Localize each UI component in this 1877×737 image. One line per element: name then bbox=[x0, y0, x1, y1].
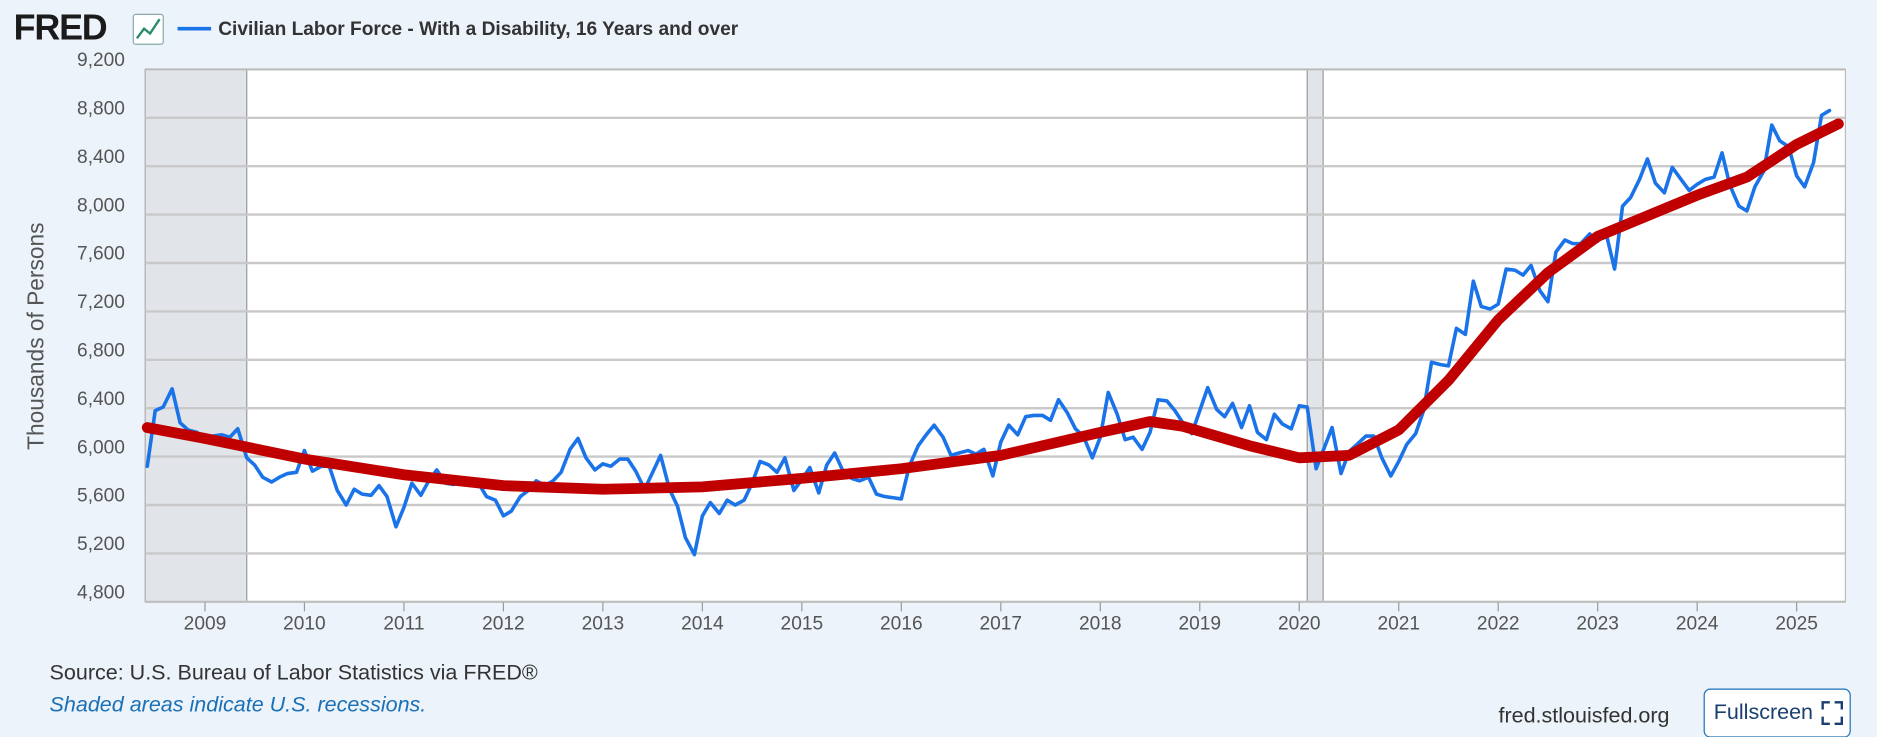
recession-band bbox=[1306, 68, 1324, 603]
y-tick-label: 6,400 bbox=[77, 389, 125, 410]
x-tick-label: 2021 bbox=[1377, 614, 1420, 635]
x-tick-label: 2015 bbox=[781, 614, 824, 635]
y-tick-label: 8,400 bbox=[77, 147, 125, 168]
x-tick-label: 2014 bbox=[681, 614, 724, 635]
x-tick-label: 2009 bbox=[184, 614, 227, 635]
x-tick-label: 2013 bbox=[582, 614, 625, 635]
y-tick-label: 6,000 bbox=[77, 437, 125, 458]
site-url: fred.stlouisfed.org bbox=[1498, 703, 1669, 727]
x-tick-label: 2012 bbox=[482, 614, 525, 635]
logo-icon bbox=[132, 13, 164, 45]
x-tick-label: 2024 bbox=[1676, 614, 1719, 635]
logo: FRED bbox=[14, 7, 107, 47]
source: Source: U.S. Bureau of Labor Statistics … bbox=[50, 660, 538, 684]
x-tick-label: 2018 bbox=[1079, 614, 1122, 635]
x-tick-label: 2010 bbox=[283, 614, 326, 635]
y-tick-label: 9,200 bbox=[77, 50, 125, 71]
fullscreen-button[interactable]: Fullscreen bbox=[1703, 688, 1851, 737]
trend-line bbox=[141, 118, 1844, 495]
x-tick-label: 2020 bbox=[1278, 614, 1321, 635]
x-tick-label: 2011 bbox=[383, 614, 424, 635]
legend-label: Civilian Labor Force - With a Disability… bbox=[218, 19, 738, 40]
y-tick-label: 8,000 bbox=[77, 195, 125, 216]
x-tick-label: 2017 bbox=[980, 614, 1023, 635]
x-tick-label: 2023 bbox=[1576, 614, 1619, 635]
plot-border bbox=[144, 68, 1846, 603]
y-tick-label: 8,800 bbox=[77, 98, 125, 119]
x-tick-label: 2019 bbox=[1178, 614, 1221, 635]
x-tick-label: 2016 bbox=[880, 614, 923, 635]
y-tick-label: 5,600 bbox=[77, 486, 125, 507]
x-tick-label: 2025 bbox=[1775, 614, 1818, 635]
recession-note: Shaded areas indicate U.S. recessions. bbox=[50, 693, 427, 717]
button-label[interactable]: Fullscreen bbox=[1714, 700, 1813, 724]
x-tick-label: 2022 bbox=[1477, 614, 1520, 635]
y-tick-label: 5,200 bbox=[77, 534, 125, 555]
y-tick-label: 6,800 bbox=[77, 340, 125, 361]
plot-area bbox=[145, 69, 1846, 602]
y-tick-label: 7,600 bbox=[77, 244, 125, 265]
series-line bbox=[145, 108, 1832, 557]
y-tick-label: 4,800 bbox=[77, 582, 125, 603]
y-tick-label: 7,200 bbox=[77, 292, 125, 313]
y-axis-title: Thousands of Persons bbox=[23, 223, 49, 450]
recession-band bbox=[144, 68, 248, 603]
